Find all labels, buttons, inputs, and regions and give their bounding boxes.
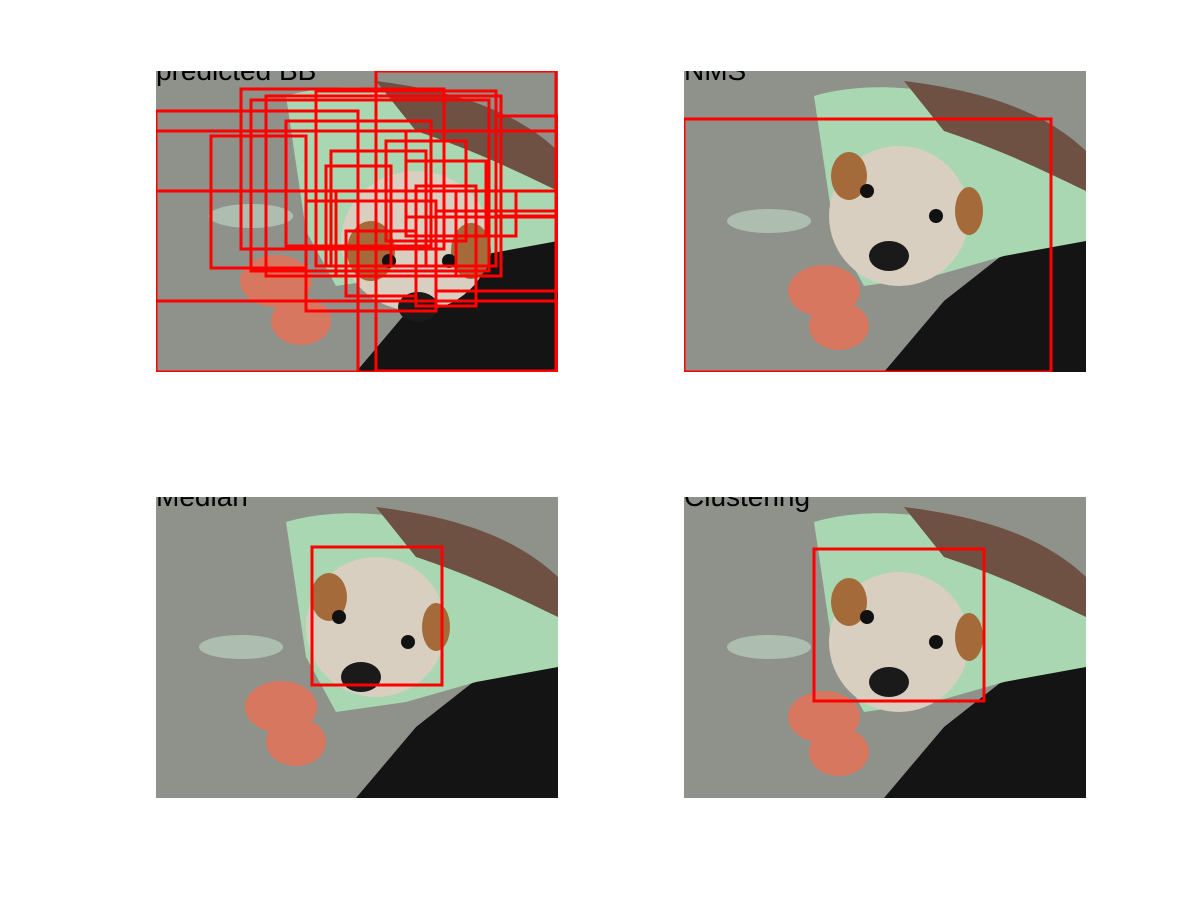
bounding-box — [812, 547, 986, 703]
bounding-box — [434, 209, 558, 293]
bounding-box — [310, 545, 444, 687]
bounding-boxes — [812, 547, 986, 703]
bounding-boxes — [310, 545, 444, 687]
bounding-boxes — [684, 117, 1053, 372]
bounding-box — [684, 117, 1053, 372]
bounding-box — [404, 159, 488, 238]
bounding-box — [239, 87, 446, 251]
bounding-box — [156, 129, 558, 193]
panel-title: NMS — [684, 71, 746, 85]
panel-title: predicted BB — [156, 71, 316, 85]
bounding-box — [334, 189, 458, 278]
bounding-boxes — [156, 71, 558, 372]
panel-median: Median — [156, 497, 558, 798]
bounding-box — [494, 114, 558, 218]
bounding-box — [464, 189, 518, 238]
bounding-box — [404, 129, 558, 219]
bounding-box — [324, 164, 393, 268]
panel-nms: NMS — [684, 71, 1086, 372]
bounding-box — [344, 229, 418, 298]
puppy-photo — [684, 497, 1086, 798]
bounding-box — [156, 109, 360, 372]
panel-predicted-bb: predicted BB — [156, 71, 558, 372]
puppy-photo — [684, 71, 1086, 372]
panel-title: Median — [156, 497, 248, 511]
bounding-box — [156, 299, 558, 372]
panel-title: Clustering — [684, 497, 810, 511]
bounding-box — [249, 98, 491, 273]
panel-clustering: Clustering — [684, 497, 1086, 798]
